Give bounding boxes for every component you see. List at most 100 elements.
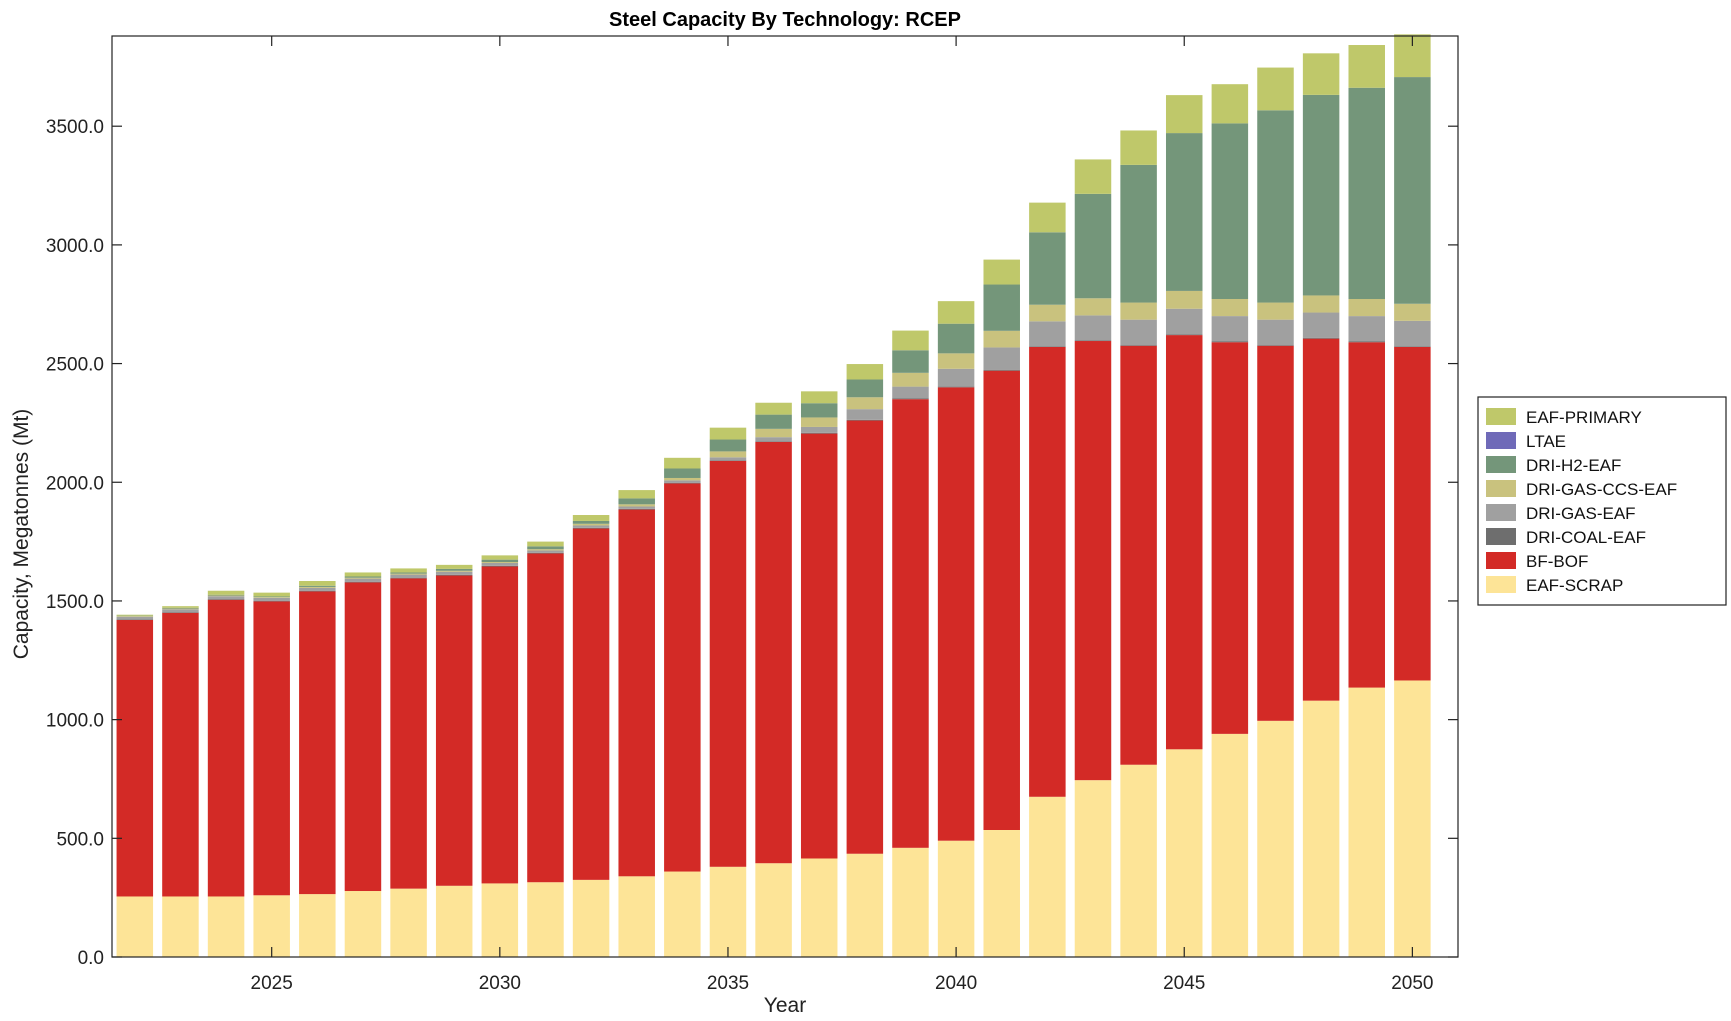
bar-bf-bof-2027 (344, 582, 382, 892)
bar-dri-coal-eaf-2048 (1302, 337, 1340, 339)
bar-dri-h2-eaf-2028 (390, 572, 427, 574)
bar-dri-coal-eaf-2034 (664, 482, 701, 484)
x-tick-label: 2025 (251, 973, 293, 994)
bar-eaf-primary-2041 (983, 259, 1020, 285)
bar-dri-gas-eaf-2022 (116, 616, 154, 620)
bar-eaf-primary-2033 (618, 490, 655, 499)
bar-dri-gas-eaf-2034 (664, 480, 701, 483)
bar-bf-bof-2043 (1074, 341, 1112, 781)
bar-eaf-primary-2034 (664, 457, 701, 469)
bar-eaf-scrap-2040 (937, 840, 975, 957)
plot-frame (111, 35, 1459, 958)
bar-dri-h2-eaf-2044 (1120, 164, 1157, 303)
bar-eaf-scrap-2034 (664, 871, 701, 957)
bar-dri-h2-eaf-2043 (1074, 193, 1112, 299)
bar-eaf-scrap-2028 (390, 888, 427, 957)
legend-swatch-eaf-scrap (1486, 576, 1516, 593)
bar-dri-h2-eaf-2029 (435, 568, 473, 571)
bar-eaf-primary-2026 (299, 581, 336, 586)
bar-dri-h2-eaf-2039 (892, 350, 929, 373)
bar-dri-h2-eaf-2025 (253, 596, 290, 598)
bar-dri-gas-eaf-2028 (390, 574, 427, 578)
x-tick-label: 2050 (1391, 973, 1433, 994)
bar-dri-gas-ccs-eaf-2036 (755, 428, 792, 438)
bar-dri-coal-eaf-2022 (116, 619, 154, 620)
bar-bf-bof-2025 (253, 601, 290, 896)
bar-dri-coal-eaf-2037 (800, 432, 838, 434)
bar-dri-gas-eaf-2036 (755, 437, 792, 442)
bar-dri-h2-eaf-2050 (1394, 77, 1431, 304)
bar-dri-gas-ccs-eaf-2031 (527, 549, 564, 551)
bar-eaf-scrap-2041 (983, 830, 1020, 957)
bar-dri-gas-ccs-eaf-2030 (481, 562, 519, 563)
legend-swatch-dri-gas-eaf (1486, 504, 1516, 521)
bar-bf-bof-2040 (937, 387, 975, 841)
bar-eaf-scrap-2043 (1074, 780, 1112, 957)
bar-dri-coal-eaf-2042 (1029, 346, 1066, 347)
bar-eaf-scrap-2022 (116, 896, 154, 957)
bar-eaf-primary-2025 (253, 592, 290, 597)
bar-bf-bof-2044 (1120, 345, 1157, 765)
bar-dri-gas-eaf-2046 (1211, 316, 1249, 342)
bar-dri-coal-eaf-2032 (572, 527, 610, 529)
bar-dri-h2-eaf-2030 (481, 559, 519, 563)
bar-dri-gas-ccs-eaf-2043 (1074, 298, 1112, 316)
bar-dri-gas-eaf-2023 (162, 609, 199, 613)
bar-bf-bof-2041 (983, 370, 1020, 830)
bar-bf-bof-2033 (618, 509, 655, 877)
bar-dri-coal-eaf-2047 (1257, 345, 1294, 346)
bar-eaf-scrap-2047 (1257, 720, 1294, 957)
bar-bf-bof-2048 (1302, 338, 1340, 701)
bar-bf-bof-2031 (527, 553, 564, 883)
bar-eaf-primary-2031 (527, 541, 564, 547)
bar-dri-gas-ccs-eaf-2029 (435, 570, 473, 572)
bar-eaf-scrap-2046 (1211, 733, 1249, 957)
bar-bf-bof-2037 (800, 433, 838, 859)
bar-eaf-primary-2037 (800, 391, 838, 404)
bar-eaf-primary-2048 (1302, 53, 1340, 95)
bar-eaf-scrap-2024 (207, 896, 245, 957)
bar-eaf-scrap-2049 (1348, 687, 1385, 957)
bar-eaf-primary-2038 (846, 364, 884, 380)
bar-dri-gas-ccs-eaf-2045 (1165, 290, 1203, 309)
bar-bf-bof-2047 (1257, 345, 1294, 721)
bar-dri-gas-eaf-2026 (299, 587, 336, 591)
bar-dri-gas-ccs-eaf-2023 (162, 608, 199, 610)
bar-eaf-scrap-2038 (846, 853, 884, 957)
legend-swatch-dri-coal-eaf (1486, 528, 1516, 545)
bar-dri-h2-eaf-2046 (1211, 123, 1249, 299)
bar-eaf-scrap-2050 (1394, 680, 1431, 957)
bar-dri-gas-ccs-eaf-2040 (937, 353, 975, 369)
bar-eaf-primary-2035 (709, 427, 747, 440)
bar-dri-gas-eaf-2039 (892, 386, 929, 399)
bar-dri-coal-eaf-2027 (344, 581, 382, 583)
bar-bf-bof-2046 (1211, 342, 1249, 734)
bar-dri-gas-eaf-2038 (846, 409, 884, 420)
bar-dri-coal-eaf-2033 (618, 508, 655, 510)
bar-bf-bof-2030 (481, 566, 519, 884)
bar-dri-coal-eaf-2025 (253, 600, 290, 602)
bar-dri-gas-eaf-2042 (1029, 321, 1066, 347)
bar-dri-gas-ccs-eaf-2041 (983, 330, 1020, 348)
y-tick-label: 1000.0 (46, 711, 104, 732)
bar-dri-coal-eaf-2050 (1394, 346, 1431, 347)
bar-dri-h2-eaf-2031 (527, 546, 564, 550)
bar-dri-gas-ccs-eaf-2049 (1348, 299, 1385, 317)
bar-eaf-primary-2040 (937, 301, 975, 324)
bar-eaf-scrap-2029 (435, 885, 473, 957)
bar-dri-coal-eaf-2024 (207, 599, 245, 600)
bar-bf-bof-2029 (435, 575, 473, 886)
bar-dri-h2-eaf-2049 (1348, 87, 1385, 300)
bar-dri-gas-eaf-2025 (253, 597, 290, 601)
bar-dri-coal-eaf-2038 (846, 419, 884, 421)
bar-dri-gas-ccs-eaf-2050 (1394, 303, 1431, 321)
bar-eaf-scrap-2039 (892, 847, 929, 957)
bar-eaf-primary-2045 (1165, 95, 1203, 134)
bar-bf-bof-2039 (892, 399, 929, 848)
bar-dri-gas-ccs-eaf-2034 (664, 477, 701, 481)
bar-bf-bof-2022 (116, 619, 154, 897)
bar-bf-bof-2049 (1348, 342, 1385, 688)
bar-bf-bof-2036 (755, 441, 792, 864)
bars-layer (116, 34, 1431, 957)
